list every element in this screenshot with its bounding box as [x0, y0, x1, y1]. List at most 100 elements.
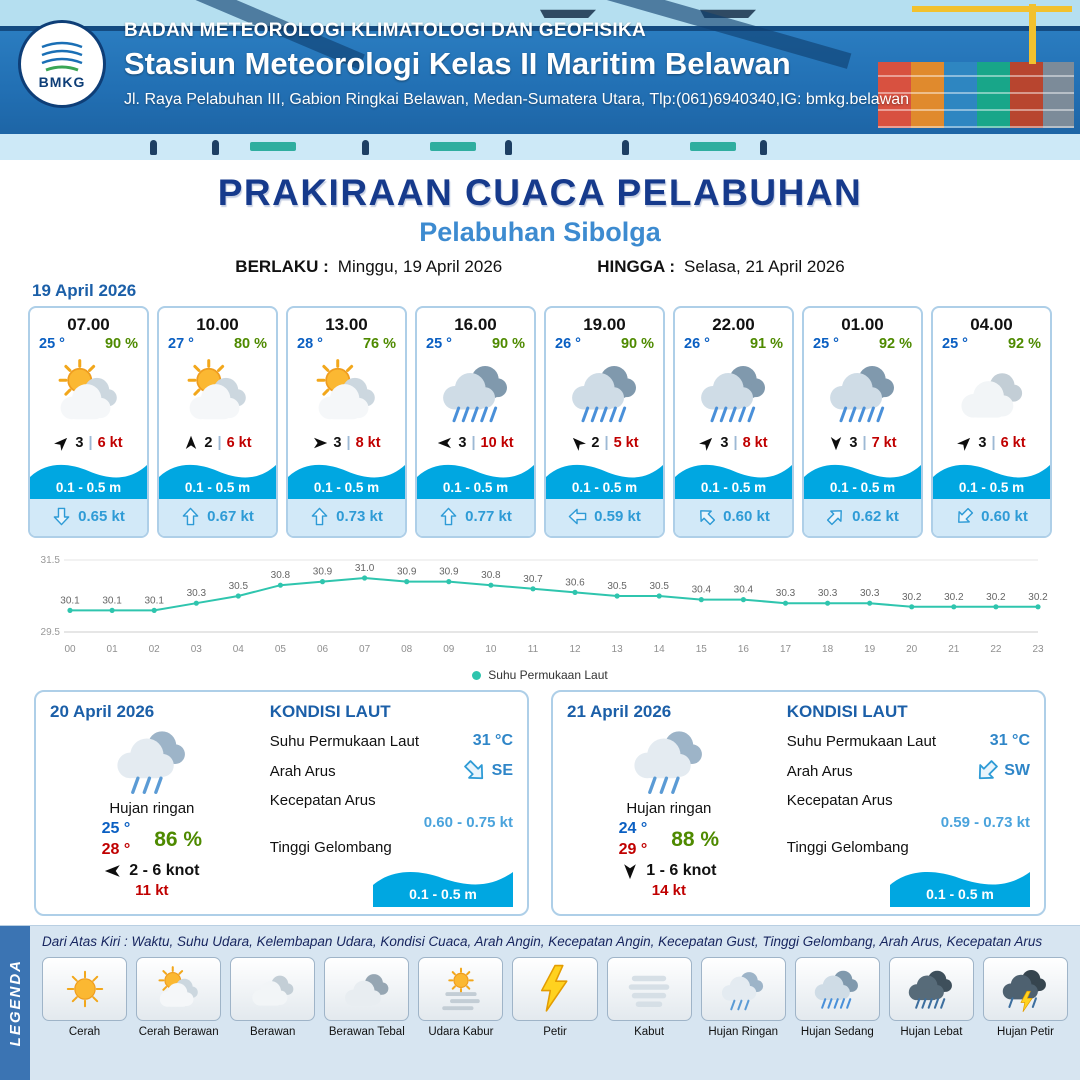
chart-legend-marker-icon: [472, 670, 482, 680]
legend-item: Cerah: [42, 957, 128, 1038]
wind-force: 3: [978, 435, 987, 451]
wind-speed: 8 kt: [355, 435, 381, 451]
bmkg-logo-text: BMKG: [38, 73, 86, 90]
svg-text:30.2: 30.2: [902, 592, 922, 603]
air-temperature: 28 °: [297, 336, 323, 352]
legend-body: Dari Atas Kiri : Waktu, Suhu Udara, Kele…: [30, 926, 1080, 1080]
wind-direction-icon: [104, 862, 122, 880]
forecast-time: 19.00: [583, 315, 626, 334]
legend-item-label: Hujan Ringan: [708, 1026, 779, 1038]
wind-direction-icon: [954, 432, 977, 455]
wind-direction-icon: [828, 435, 844, 451]
person-silhouette: [505, 140, 512, 155]
current-direction-icon: [970, 754, 1004, 788]
svg-text:18: 18: [822, 644, 834, 655]
svg-text:30.2: 30.2: [1028, 592, 1048, 603]
wind-direction-icon: [621, 862, 639, 880]
current-direction-label: Arah Arus: [269, 762, 336, 780]
svg-text:14: 14: [654, 644, 666, 655]
svg-text:30.4: 30.4: [734, 585, 754, 596]
temp-humidity-row: 27 ° 80 %: [159, 336, 276, 352]
header-text: BADAN METEOROLOGI KLIMATOLOGI DAN GEOFIS…: [124, 20, 1064, 109]
air-temperature: 25 °: [942, 336, 968, 352]
legend-item: Berawan Tebal: [324, 957, 410, 1038]
svg-text:16: 16: [738, 644, 750, 655]
humidity: 92 %: [1007, 336, 1041, 352]
wind-speed: 6 kt: [97, 435, 123, 451]
humidity: 90 %: [620, 336, 654, 352]
daily-humidity: 86 %: [154, 827, 203, 851]
svg-text:15: 15: [696, 644, 708, 655]
wind-row: 2 | 5 kt: [546, 434, 663, 457]
temp-max: 28 °: [101, 840, 131, 858]
svg-text:05: 05: [275, 644, 287, 655]
legend-item-label: Petir: [543, 1026, 567, 1038]
legend-item-label: Kabut: [634, 1026, 665, 1038]
humidity: 91 %: [749, 336, 783, 352]
forecast-card: 13.00 28 ° 76 % 3 | 8 kt 0.1 - 0.5 m 0.73 kt: [286, 306, 407, 538]
temp-humidity-row: 26 ° 90 %: [546, 336, 663, 352]
valid-to-label: HINGGA :: [597, 257, 676, 276]
forecast-time: 01.00: [841, 315, 884, 334]
window-beam: [0, 26, 1080, 31]
title-section: PRAKIRAAN CUACA PELABUHAN Pelabuhan Sibo…: [0, 160, 1080, 277]
wind-speed: 7 kt: [871, 435, 897, 451]
wind-direction-icon: [437, 435, 453, 451]
separator: |: [991, 435, 996, 451]
svg-text:31.5: 31.5: [41, 555, 61, 566]
current-direction-icon: [568, 507, 587, 526]
daily-humidity: 88 %: [671, 827, 720, 851]
terminal-floor: [0, 134, 1080, 160]
legend-icon-hujan-sedang: [794, 957, 880, 1021]
wind-force: 3: [333, 435, 342, 451]
legend-item-label: Berawan Tebal: [328, 1026, 405, 1038]
legend-icon-hujan-ringan: [700, 957, 786, 1021]
current-direction-icon: [458, 754, 492, 788]
svg-text:30.1: 30.1: [102, 595, 122, 606]
wave-height-label: Tinggi Gelombang: [269, 839, 392, 856]
daily-temps: 25 ° 28 ° 86 %: [102, 819, 203, 861]
legend-title: LEGENDA: [6, 959, 24, 1047]
air-temperature: 27 °: [168, 336, 194, 352]
svg-text:30.6: 30.6: [565, 577, 585, 588]
legend-sidebar: LEGENDA: [0, 926, 30, 1080]
sst-value: 31 °C: [472, 732, 513, 749]
legend-icon-hujan-petir: [982, 957, 1069, 1021]
sea-condition-title: KONDISI LAUT: [786, 702, 908, 721]
separator: |: [346, 435, 351, 451]
current-direction-label: Arah Arus: [786, 762, 853, 780]
wave-height-band: 0.1 - 0.5 m: [417, 457, 534, 499]
wind-direction-icon: [183, 435, 199, 451]
bmkg-logo: BMKG: [18, 20, 106, 108]
sst-line-chart: 31.5 29.5 30.1 00 30.1 01 30.1 02 30.3 03 30.5 04 30…: [30, 544, 1050, 665]
legend-item: Petir: [512, 957, 598, 1038]
legend-item: Hujan Petir: [982, 957, 1069, 1038]
svg-text:12: 12: [569, 644, 581, 655]
weather-icon-hujan-ringan: [628, 718, 710, 800]
svg-text:30.5: 30.5: [607, 581, 627, 592]
daily-date: 20 April 2026: [50, 702, 155, 721]
svg-text:30.9: 30.9: [439, 567, 459, 578]
temp-humidity-row: 25 ° 90 %: [30, 336, 147, 352]
current-direction-icon: [181, 507, 200, 526]
svg-text:30.2: 30.2: [986, 592, 1006, 603]
wave-height: 0.1 - 0.5 m: [700, 480, 767, 495]
svg-text:30.5: 30.5: [229, 581, 249, 592]
daily-date: 21 April 2026: [567, 702, 672, 721]
current-speed: 0.59 kt: [594, 508, 641, 525]
temp-humidity-row: 26 ° 91 %: [675, 336, 792, 352]
weather-icon-berawan: [933, 352, 1050, 434]
svg-text:02: 02: [149, 644, 161, 655]
station-address: Jl. Raya Pelabuhan III, Gabion Ringkai B…: [124, 91, 910, 108]
daily-weather-summary: 21 April 2026 Hujan ringan 24 ° 29 ° 88 % 1 -…: [567, 702, 771, 904]
weather-icon-cerah-berawan: [288, 352, 405, 434]
wind-row: 3 | 6 kt: [30, 434, 147, 457]
wind-force: 3: [75, 435, 84, 451]
humidity: 80 %: [233, 336, 267, 352]
daily-wind: 1 - 6 knot: [621, 862, 716, 880]
header-banner: BMKG BADAN METEOROLOGI KLIMATOLOGI DAN G…: [0, 0, 1080, 160]
daily-forecast-row: 20 April 2026 Hujan ringan 25 ° 28 ° 86 % 2 -…: [0, 684, 1080, 916]
station-name: Stasiun Meteorologi Kelas II Maritim Bel…: [124, 46, 791, 81]
current-row: 0.60 kt: [933, 499, 1050, 536]
crane-arm: [912, 6, 1072, 12]
